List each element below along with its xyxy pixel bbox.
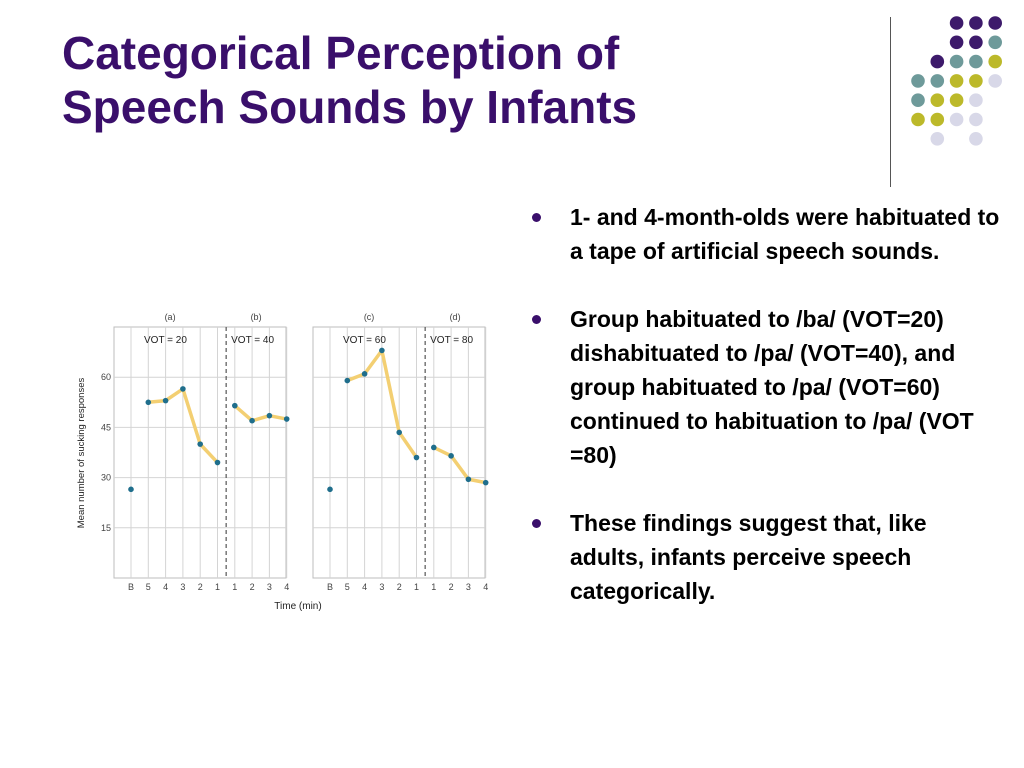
- x-tick-label: B: [327, 582, 333, 592]
- decorative-dot: [911, 93, 925, 107]
- x-tick-label: 4: [163, 582, 168, 592]
- x-tick-label: 3: [379, 582, 384, 592]
- x-tick-label: 1: [215, 582, 220, 592]
- bullet-list: 1- and 4-month-olds were habituated to a…: [532, 200, 1002, 642]
- bullet-text: 1- and 4-month-olds were habituated to a…: [570, 204, 1000, 264]
- decorative-dot: [969, 112, 983, 127]
- test-series-line: [432, 445, 488, 485]
- baseline-point: [327, 486, 333, 493]
- decorative-dot-grid: [911, 16, 1002, 146]
- condition-label: VOT = 80: [430, 335, 473, 346]
- y-tick-label: 30: [101, 473, 111, 483]
- test-series-line: [233, 403, 289, 423]
- bullet-dot-icon: [532, 213, 541, 222]
- decorative-dot: [969, 16, 983, 30]
- habituation-point: [361, 371, 368, 377]
- condition-label: VOT = 60: [343, 335, 386, 346]
- y-tick-label: 15: [101, 523, 111, 533]
- x-tick-label: B: [128, 582, 134, 592]
- x-tick-label: 4: [284, 582, 289, 592]
- decorative-dot: [988, 35, 1002, 50]
- decorative-dot: [949, 112, 964, 127]
- panel-label: (d): [450, 312, 461, 322]
- test-point: [283, 416, 290, 422]
- bullet-item: Group habituated to /ba/ (VOT=20) dishab…: [532, 302, 1002, 472]
- x-tick-label: 2: [250, 582, 255, 592]
- bullet-dot-icon: [532, 519, 541, 528]
- x-tick-label: 2: [198, 582, 203, 592]
- condition-label: VOT = 40: [231, 335, 274, 346]
- test-point: [431, 444, 437, 451]
- decorative-dot: [911, 74, 925, 88]
- habituation-point: [379, 347, 385, 354]
- x-tick-label: 5: [345, 582, 350, 592]
- habituation-point: [145, 399, 152, 406]
- test-point: [448, 453, 454, 459]
- test-point: [232, 402, 238, 409]
- x-tick-label: 1: [232, 582, 237, 592]
- decorative-dot: [969, 93, 983, 107]
- decorative-dot: [911, 112, 925, 127]
- habituation-point: [214, 459, 221, 466]
- decorative-dot: [949, 35, 964, 50]
- decorative-dot: [930, 93, 945, 107]
- decorative-dot: [930, 112, 945, 127]
- sucking-responses-chart: B 5 4 3 2 1 1 2 3 4 (a) (b) VOT = 20 VOT = 40 B 5 4 3 2 1 1 2…: [76, 312, 489, 612]
- slide-title: Categorical Perception of Speech Sounds …: [62, 26, 862, 134]
- x-tick-label: 5: [146, 582, 151, 592]
- habituation-point: [413, 454, 420, 461]
- title-line-2: Speech Sounds by Infants: [62, 81, 638, 133]
- y-tick-label: 60: [101, 372, 111, 382]
- y-tick-label: 45: [101, 422, 111, 432]
- decorative-dot: [930, 132, 945, 146]
- decorative-dot: [969, 74, 983, 88]
- panel-label: (a): [165, 312, 176, 322]
- habituation-point: [197, 441, 203, 447]
- decorative-dot: [969, 54, 983, 69]
- test-point: [482, 479, 489, 486]
- decorative-dot: [949, 16, 964, 30]
- decorative-dot: [949, 74, 964, 88]
- x-tick-label: 4: [483, 582, 488, 592]
- y-axis-label: Mean number of sucking responses: [76, 378, 87, 529]
- test-point: [266, 412, 273, 419]
- decorative-dot: [930, 74, 945, 88]
- x-tick-label: 2: [449, 582, 454, 592]
- decorative-dot: [949, 54, 964, 69]
- bullet-text: These findings suggest that, like adults…: [570, 510, 927, 604]
- habituation-point: [344, 377, 351, 384]
- decorative-dot: [969, 132, 983, 146]
- x-tick-label: 3: [466, 582, 471, 592]
- decorative-dot: [988, 74, 1002, 88]
- decorative-dot: [988, 54, 1002, 69]
- x-tick-label: 4: [362, 582, 367, 592]
- decorative-dot: [949, 93, 964, 107]
- bullet-dot-icon: [532, 315, 541, 324]
- x-tick-label: 1: [414, 582, 419, 592]
- bullet-item: These findings suggest that, like adults…: [532, 506, 1002, 608]
- baseline-point: [128, 486, 134, 493]
- decorative-dot: [930, 54, 945, 69]
- condition-label: VOT = 20: [144, 335, 187, 346]
- panel-label: (c): [364, 312, 375, 322]
- x-tick-label: 2: [397, 582, 402, 592]
- x-tick-label: 1: [431, 582, 436, 592]
- x-tick-label: 3: [180, 582, 185, 592]
- habituation-point: [180, 386, 186, 392]
- title-line-1: Categorical Perception of: [62, 27, 620, 79]
- test-point: [249, 417, 255, 424]
- bullet-item: 1- and 4-month-olds were habituated to a…: [532, 200, 1002, 268]
- habituation-point: [162, 397, 169, 404]
- bullet-text: Group habituated to /ba/ (VOT=20) dishab…: [570, 306, 974, 468]
- decorative-divider: [890, 17, 891, 187]
- x-axis-label: Time (min): [274, 601, 321, 612]
- habituation-point: [396, 429, 403, 436]
- decorative-dot: [969, 35, 983, 50]
- panel-label: (b): [251, 312, 262, 322]
- test-point: [465, 476, 472, 483]
- decorative-dot: [988, 16, 1002, 30]
- x-tick-label: 3: [267, 582, 272, 592]
